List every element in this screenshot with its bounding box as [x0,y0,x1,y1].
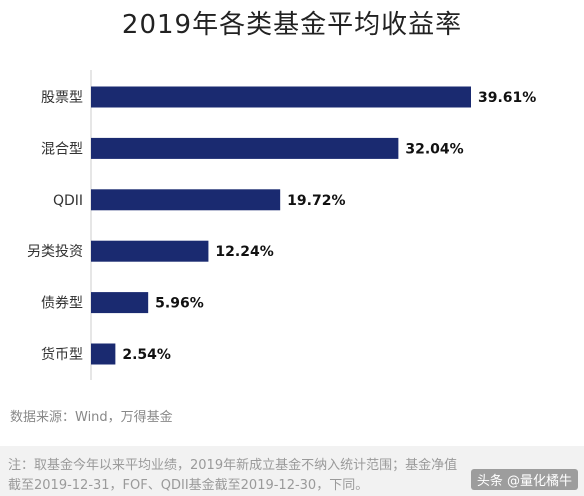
value-label: 32.04% [405,141,463,157]
bar [91,240,209,262]
bar [91,137,399,159]
value-label: 19.72% [287,193,345,209]
chart-card: 2019年各类基金平均收益率 股票型 39.61% 混合型 32.04% QDII 19.… [10,10,537,425]
bar [91,86,471,108]
category-label: 股票型 [41,90,83,106]
category-label: QDII [53,193,83,209]
value-label: 5.96% [155,296,204,312]
footnote-area: 注：取基金今年以来平均业绩，2019年新成立基金不纳入统计范围；基金净值 截至2… [0,446,584,496]
bar-chart-plot: 股票型 39.61% 混合型 32.04% QDII 19.72% 另类投资 12.24% 债券… [27,70,536,380]
bar [91,343,116,365]
value-label: 39.61% [478,90,536,106]
bar [91,189,281,211]
chart-title: 2019年各类基金平均收益率 [121,10,463,40]
category-label: 混合型 [41,141,83,157]
value-label: 12.24% [215,244,273,260]
footnote-line-2: 截至2019-12-31，FOF、QDII基金截至2019-12-30，下同。 [8,478,369,493]
footnote-line-1: 注：取基金今年以来平均业绩，2019年新成立基金不纳入统计范围；基金净值 [8,458,458,473]
value-label: 2.54% [122,347,171,363]
category-label: 另类投资 [27,244,83,260]
watermark: 头条 @量化橘牛 [470,469,578,490]
category-label: 债券型 [41,296,83,312]
bar [91,292,149,314]
source-text: 数据来源：Wind，万得基金 [10,410,173,425]
category-label: 货币型 [41,346,83,363]
